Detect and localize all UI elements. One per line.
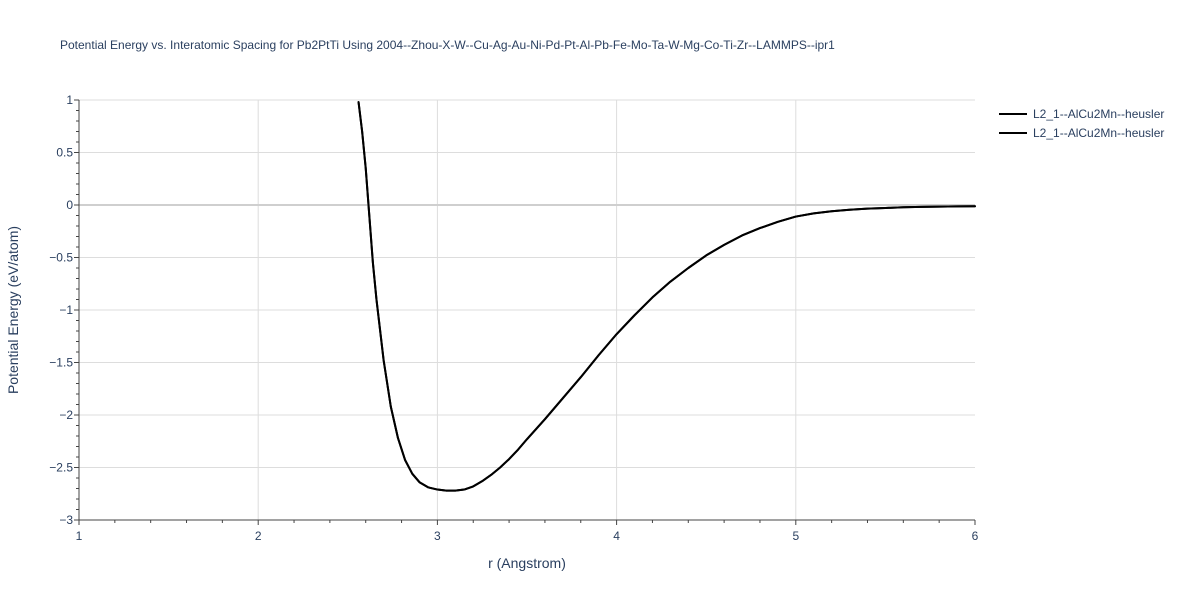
- y-tick-label-2: −2: [59, 408, 73, 422]
- y-tick-label-4: −1: [59, 303, 73, 317]
- x-tick-label-1: 2: [255, 529, 262, 543]
- series-layer: [357, 101, 976, 492]
- y-axis-title: Potential Energy (eV/atom): [5, 226, 21, 394]
- series-line-1: [357, 101, 976, 492]
- y-tick-label-1: −2.5: [49, 461, 73, 475]
- x-axis-title: r (Angstrom): [488, 555, 566, 571]
- chart-title: Potential Energy vs. Interatomic Spacing…: [60, 38, 835, 52]
- series-line-0: [357, 101, 976, 492]
- legend-label-0: L2_1--AlCu2Mn--heusler: [1033, 107, 1164, 121]
- y-tick-label-3: −1.5: [49, 356, 73, 370]
- y-tick-label-6: 0: [66, 198, 73, 212]
- y-tick-label-8: 1: [66, 93, 73, 107]
- axes-layer: 1 2 3 4 5 6 −3 −2.5 −2 −1.5 −1 −0.5 0 0.5 1: [49, 93, 978, 543]
- legend-label-1: L2_1--AlCu2Mn--heusler: [1033, 126, 1164, 140]
- x-tick-label-5: 6: [972, 529, 979, 543]
- x-tick-label-4: 5: [792, 529, 799, 543]
- x-tick-label-0: 1: [76, 529, 83, 543]
- x-tick-label-3: 4: [613, 529, 620, 543]
- x-tick-label-2: 3: [434, 529, 441, 543]
- legend: L2_1--AlCu2Mn--heusler L2_1--AlCu2Mn--heu…: [999, 107, 1164, 140]
- y-tick-label-5: −0.5: [49, 251, 73, 265]
- y-tick-label-7: 0.5: [56, 146, 73, 160]
- grid-layer: [79, 99, 975, 520]
- y-tick-label-0: −3: [59, 513, 73, 527]
